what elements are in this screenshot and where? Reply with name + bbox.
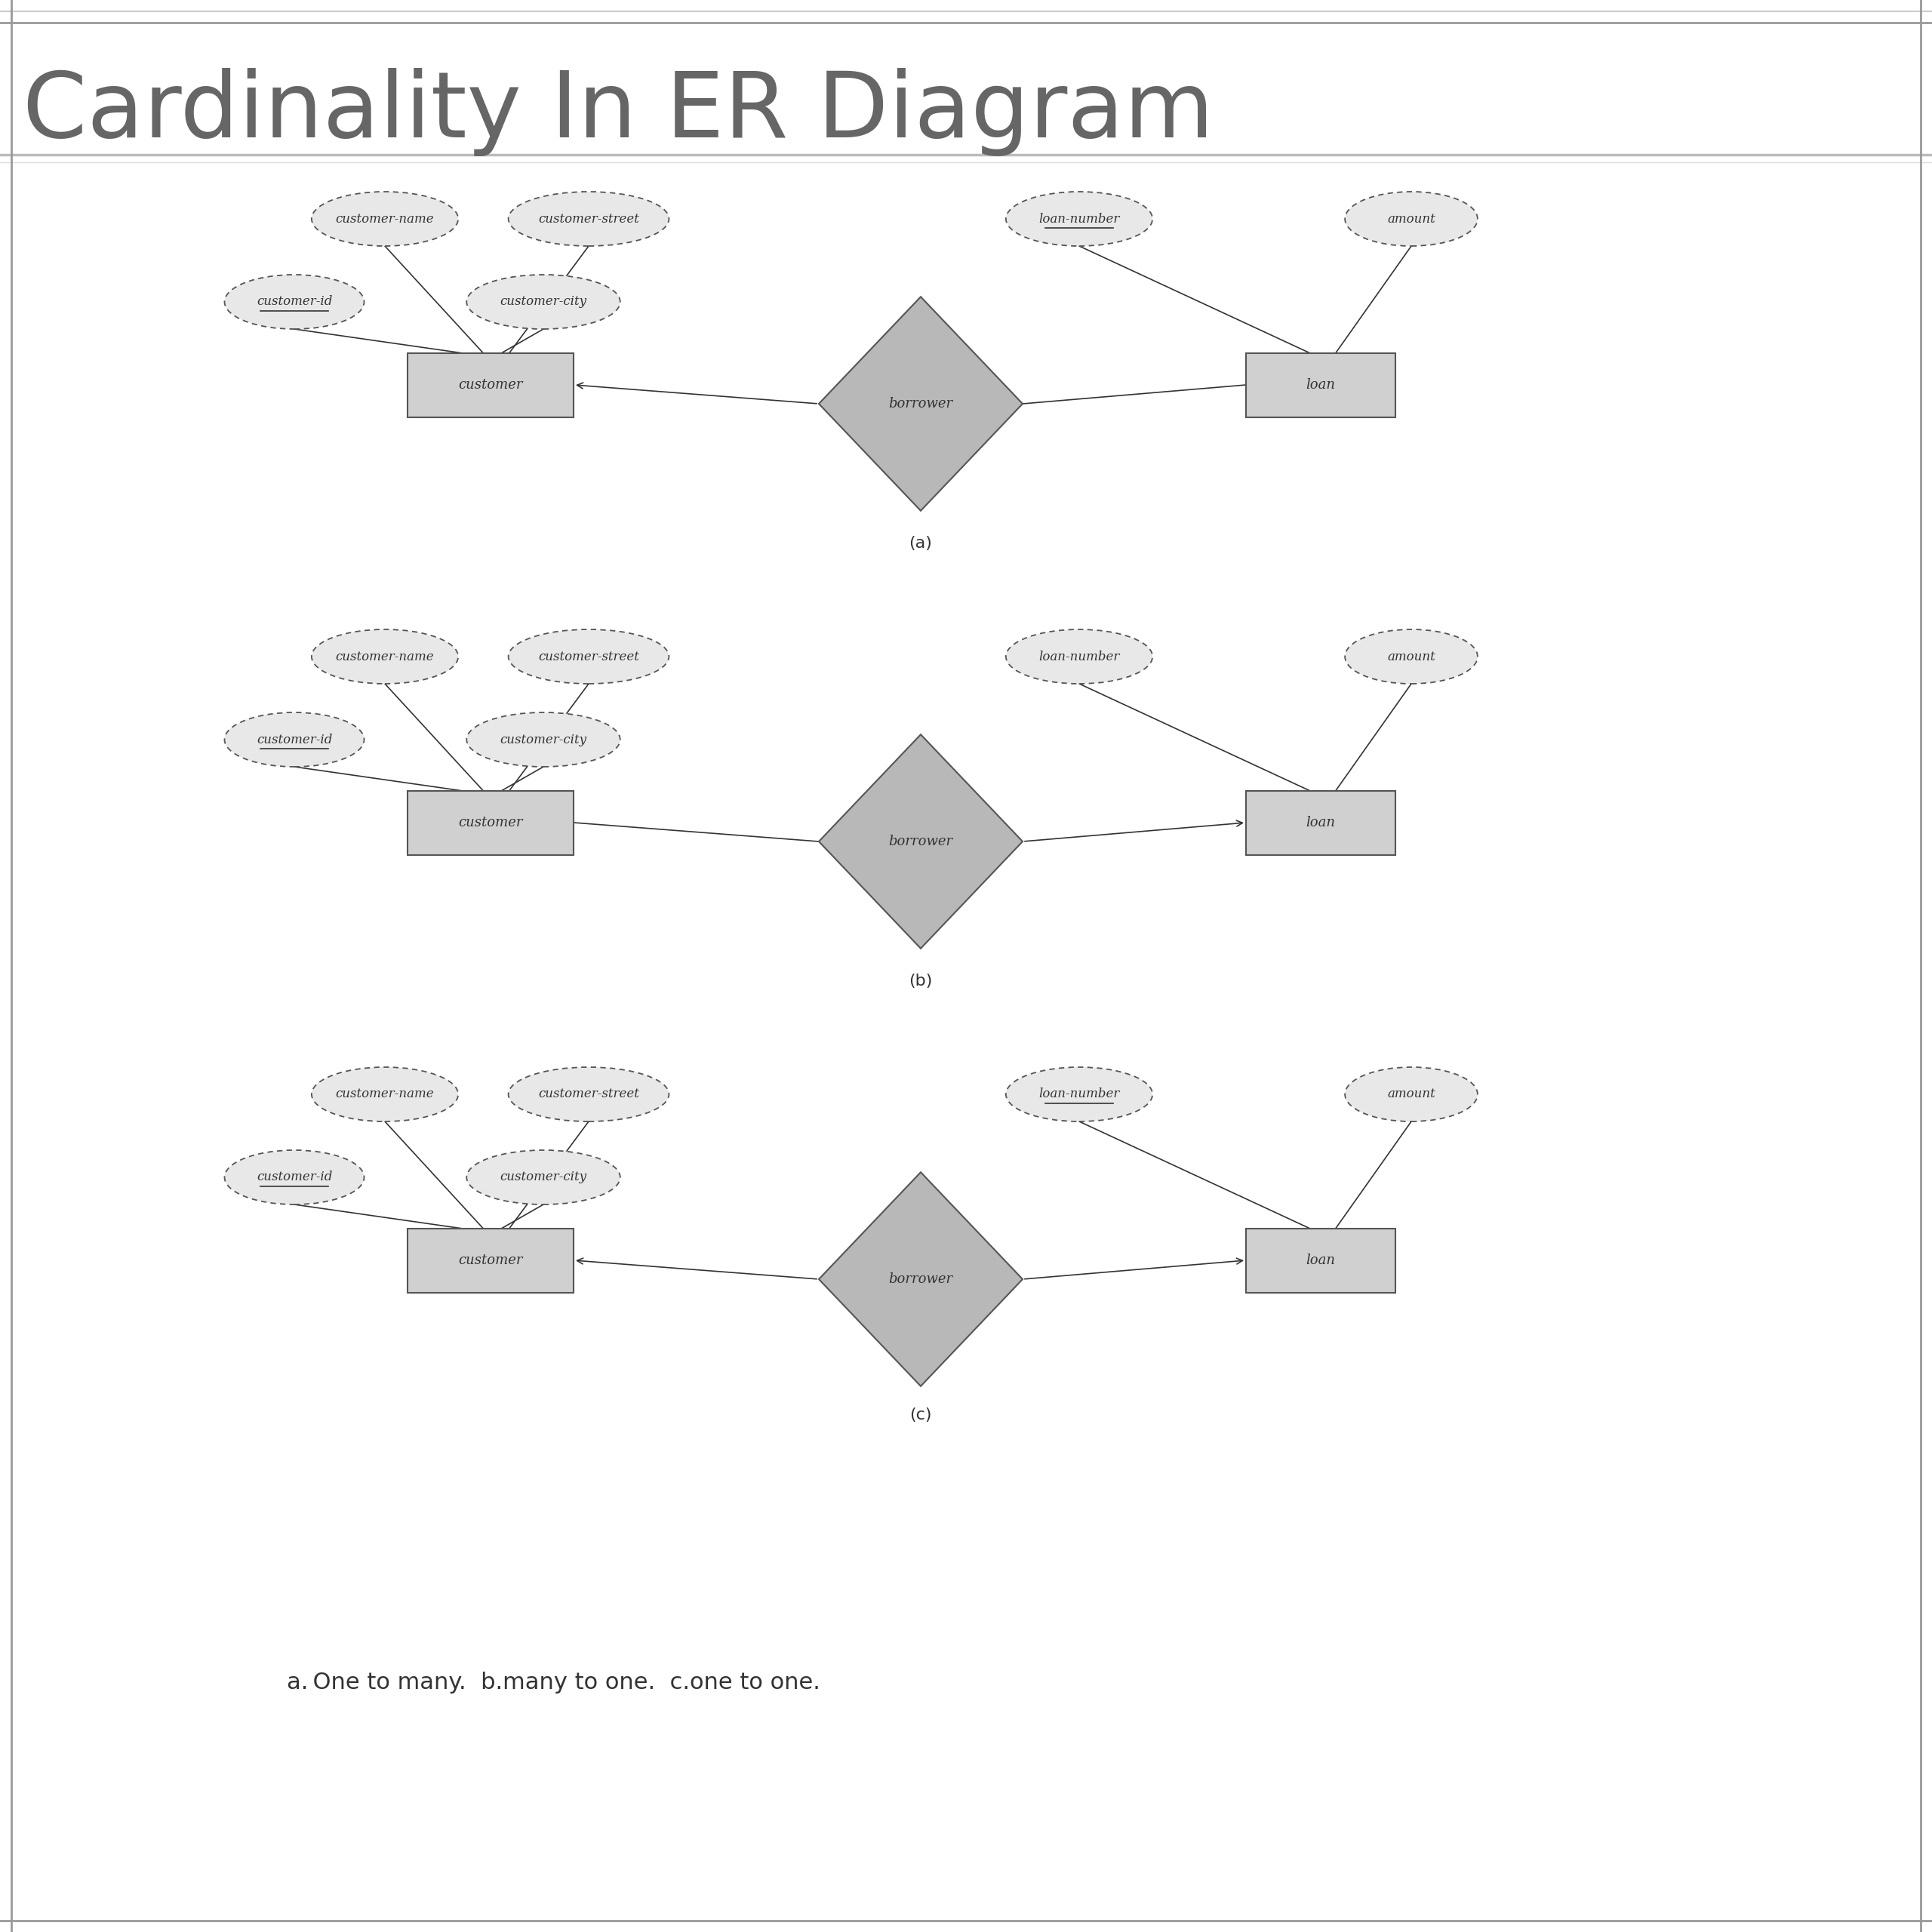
Bar: [408, 1229, 574, 1293]
Text: amount: amount: [1387, 651, 1435, 663]
Ellipse shape: [311, 630, 458, 684]
Bar: [1246, 354, 1395, 417]
Text: amount: amount: [1387, 213, 1435, 226]
Text: customer-id: customer-id: [257, 1171, 332, 1184]
Ellipse shape: [311, 1066, 458, 1121]
Ellipse shape: [224, 274, 363, 328]
Ellipse shape: [1007, 630, 1153, 684]
Text: customer: customer: [458, 1254, 524, 1267]
Polygon shape: [819, 1173, 1022, 1385]
Text: customer-id: customer-id: [257, 732, 332, 746]
Text: customer-street: customer-street: [539, 213, 639, 226]
Text: customer-city: customer-city: [500, 732, 587, 746]
Text: loan: loan: [1306, 379, 1335, 392]
Text: a. One to many.  b.many to one.  c.one to one.: a. One to many. b.many to one. c.one to …: [286, 1671, 821, 1694]
Ellipse shape: [1007, 1066, 1153, 1121]
Text: borrower: borrower: [889, 1273, 952, 1287]
Ellipse shape: [224, 713, 363, 767]
Ellipse shape: [1345, 1066, 1478, 1121]
Text: customer-street: customer-street: [539, 1088, 639, 1101]
Text: customer-id: customer-id: [257, 296, 332, 309]
Text: borrower: borrower: [889, 835, 952, 848]
Text: borrower: borrower: [889, 396, 952, 412]
Text: customer: customer: [458, 815, 524, 829]
Bar: [1246, 1229, 1395, 1293]
Text: Cardinality In ER Diagram: Cardinality In ER Diagram: [23, 68, 1213, 156]
Text: customer-name: customer-name: [336, 213, 435, 226]
Text: customer-city: customer-city: [500, 296, 587, 309]
Text: loan-number: loan-number: [1039, 651, 1121, 663]
Text: loan-number: loan-number: [1039, 213, 1121, 226]
Text: customer-name: customer-name: [336, 651, 435, 663]
Ellipse shape: [508, 191, 668, 245]
Text: customer-name: customer-name: [336, 1088, 435, 1101]
Text: (b): (b): [908, 974, 933, 989]
Text: (c): (c): [910, 1408, 931, 1422]
Bar: [408, 790, 574, 854]
Ellipse shape: [224, 1150, 363, 1204]
Text: loan-number: loan-number: [1039, 1088, 1121, 1101]
Text: customer-city: customer-city: [500, 1171, 587, 1184]
Text: (a): (a): [910, 535, 933, 551]
Text: loan: loan: [1306, 1254, 1335, 1267]
Ellipse shape: [1007, 191, 1153, 245]
Ellipse shape: [508, 1066, 668, 1121]
Polygon shape: [819, 734, 1022, 949]
Text: amount: amount: [1387, 1088, 1435, 1101]
Bar: [408, 354, 574, 417]
Ellipse shape: [468, 713, 620, 767]
Text: customer-street: customer-street: [539, 651, 639, 663]
Ellipse shape: [311, 191, 458, 245]
Ellipse shape: [468, 274, 620, 328]
Text: customer: customer: [458, 379, 524, 392]
Ellipse shape: [1345, 191, 1478, 245]
Ellipse shape: [508, 630, 668, 684]
Text: loan: loan: [1306, 815, 1335, 829]
Polygon shape: [819, 298, 1022, 510]
Ellipse shape: [1345, 630, 1478, 684]
Bar: [1246, 790, 1395, 854]
Ellipse shape: [468, 1150, 620, 1204]
